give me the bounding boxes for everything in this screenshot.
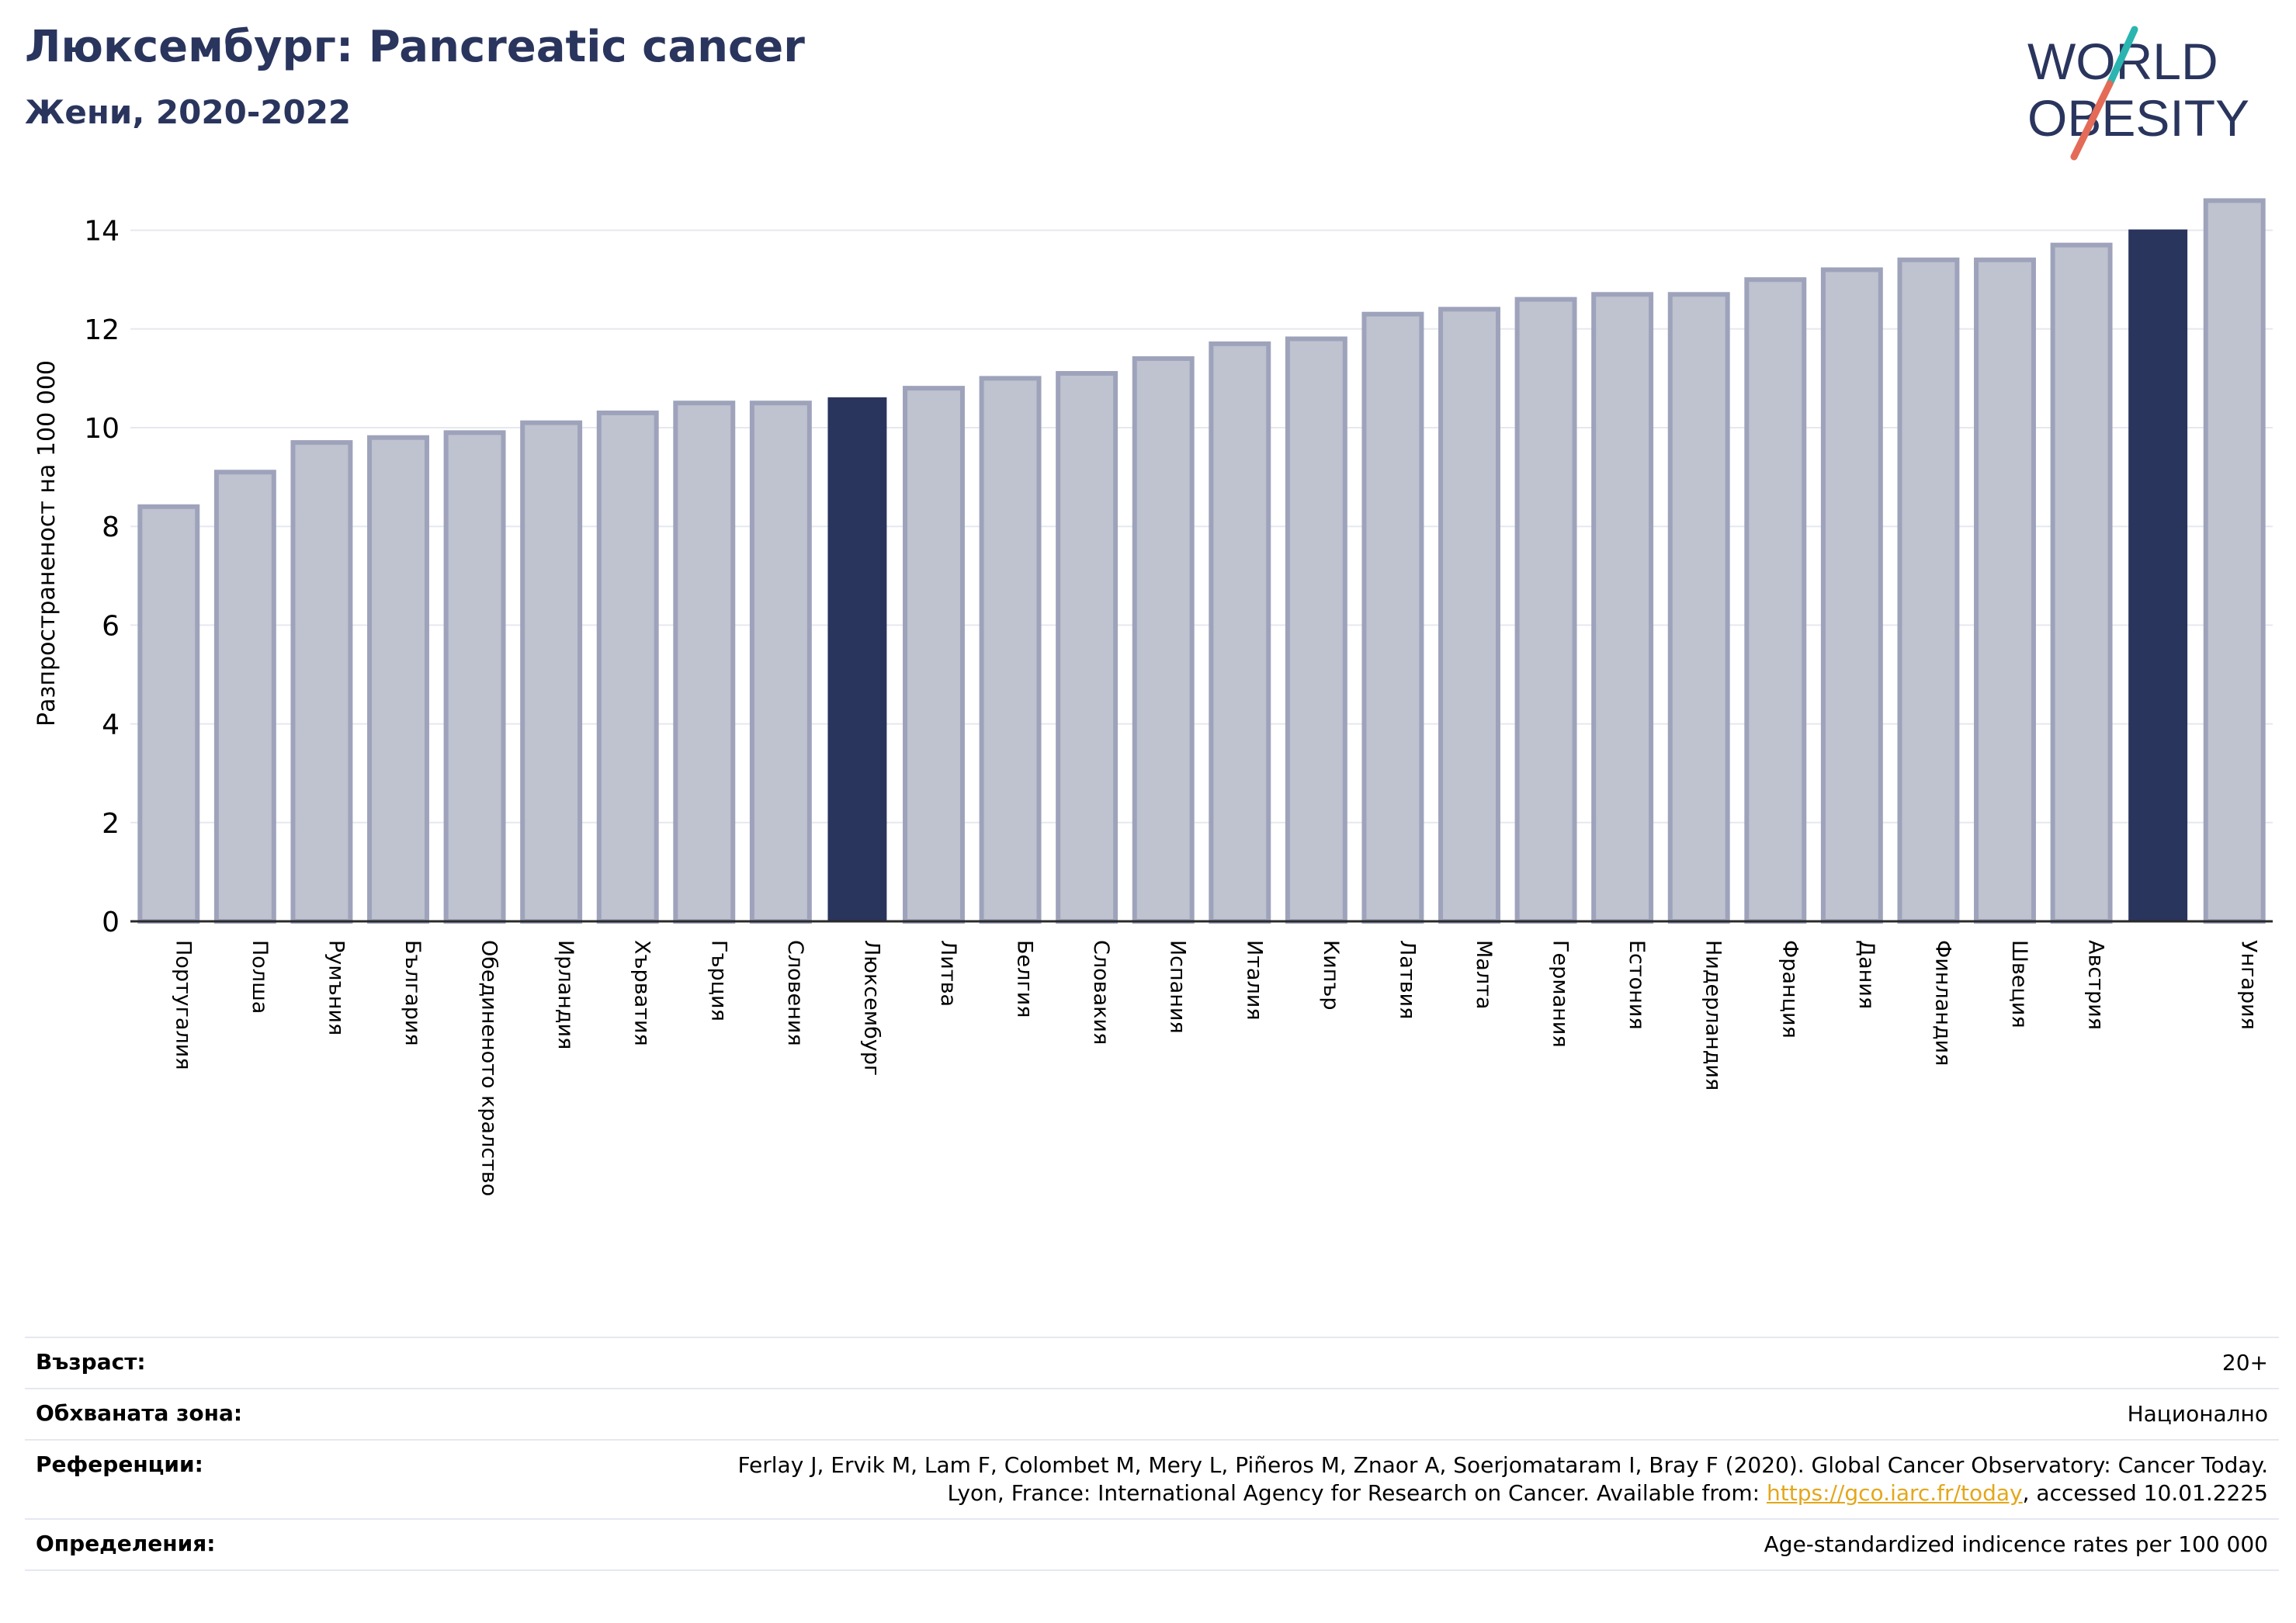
info-value: Ferlay J, Ervik M, Lam F, Colombet M, Me… <box>512 1439 2279 1520</box>
bar <box>903 386 965 924</box>
x-tick-label: Латвия <box>1395 940 1419 1019</box>
x-tick-label: Словения <box>783 940 807 1046</box>
y-tick-label: 2 <box>102 808 120 840</box>
info-value: Age-standardized indicence rates per 100… <box>512 1518 2279 1571</box>
y-tick-label: 10 <box>84 413 120 445</box>
bar <box>1897 257 1960 924</box>
bar <box>1744 277 1807 924</box>
bar <box>137 504 200 924</box>
x-tick-label: Австрия <box>2084 940 2108 1030</box>
bar <box>213 470 276 924</box>
info-row-age: Възраст: 20+ <box>25 1337 2279 1389</box>
bar <box>2203 198 2266 924</box>
x-tick-label: Португалия <box>171 940 195 1070</box>
bar <box>749 401 812 924</box>
info-table: Възраст: 20+ Обхваната зона: Национално … <box>25 1337 2279 1571</box>
info-row-references: Референции: Ferlay J, Ervik M, Lam F, Co… <box>25 1439 2279 1520</box>
bar <box>1056 371 1119 924</box>
bar <box>2050 242 2113 924</box>
x-tick-label: Гърция <box>706 940 730 1021</box>
bar <box>290 440 353 924</box>
x-tick-label: Белгия <box>1013 940 1037 1018</box>
bar <box>520 420 583 924</box>
bar <box>596 410 659 924</box>
x-tick-label: Финландия <box>1930 940 1954 1066</box>
x-tick-label: Естония <box>1625 940 1649 1030</box>
x-tick-label: Обединеното кралство <box>477 940 501 1196</box>
bar <box>979 376 1042 924</box>
x-tick-label: Люксембург <box>859 940 883 1076</box>
info-label: Определения: <box>25 1518 512 1571</box>
x-tick-label: Швеция <box>2007 940 2031 1028</box>
x-tick-label: Нидерландия <box>1701 940 1725 1091</box>
x-tick-label: Италия <box>1242 940 1266 1021</box>
logo-slash-top <box>2106 26 2138 88</box>
logo-slash-bottom <box>2070 80 2114 161</box>
info-row-definitions: Определения: Age-standardized indicence … <box>25 1518 2279 1571</box>
bar <box>443 430 506 924</box>
bar <box>1591 292 1654 924</box>
x-tick-label: Хърватия <box>630 940 654 1046</box>
y-tick-label: 12 <box>84 314 120 346</box>
x-tick-label: Ирландия <box>553 940 577 1049</box>
bar-chart: 0 2 4 6 8 10 12 14 Португалия Полша Румъния Българ… <box>33 198 2273 1196</box>
x-tick-label: Испания <box>1166 940 1190 1034</box>
info-value: Национално <box>512 1388 2279 1441</box>
bar <box>1820 267 1883 924</box>
x-tick-label: България <box>401 940 425 1046</box>
bar <box>1667 292 1730 924</box>
world-obesity-logo: WORLD OBESITY <box>2027 26 2249 161</box>
y-tick-label: 14 <box>84 216 120 248</box>
y-axis-ticks: 0 2 4 6 8 10 12 14 <box>84 216 120 938</box>
x-tick-label: Румъния <box>324 940 348 1035</box>
x-tick-label: Литва <box>936 940 960 1007</box>
x-tick-label: Полша <box>248 940 272 1014</box>
x-tick-label: Словакия <box>1089 940 1113 1045</box>
reference-link[interactable]: https://gco.iarc.fr/today <box>1767 1480 2023 1506</box>
info-label: Възраст: <box>25 1337 512 1389</box>
y-tick-label: 8 <box>102 512 120 543</box>
bar-highlighted <box>2128 229 2188 923</box>
bar <box>1361 311 1424 924</box>
chart-subtitle: Жени, 2020-2022 <box>25 93 352 131</box>
reference-line-1: Ferlay J, Ervik M, Lam F, Colombet M, Me… <box>737 1452 2268 1478</box>
bar-highlighted <box>827 397 887 922</box>
info-row-area: Обхваната зона: Национално <box>25 1388 2279 1441</box>
info-label: Обхваната зона: <box>25 1388 512 1441</box>
info-value: 20+ <box>512 1337 2279 1389</box>
y-tick-label: 4 <box>102 709 120 741</box>
bar <box>1974 257 2036 924</box>
y-axis-label: Разпространеност на 100 000 <box>33 360 61 727</box>
y-tick-label: 6 <box>102 610 120 642</box>
y-tick-label: 0 <box>102 907 120 938</box>
x-tick-label: Дания <box>1854 940 1878 1009</box>
x-tick-label: Германия <box>1549 940 1573 1048</box>
bar <box>1209 341 1271 924</box>
x-tick-label: Унгария <box>2237 940 2261 1030</box>
chart-title: Люксембург: Pancreatic cancer <box>25 22 805 72</box>
reference-line-2: Lyon, France: International Agency for R… <box>947 1480 1767 1506</box>
reference-accessed: , accessed 10.01.2225 <box>2022 1480 2268 1506</box>
x-tick-label: Кипър <box>1319 940 1343 1011</box>
logo-word-obesity: OBESITY <box>2027 89 2249 147</box>
x-tick-label: Франция <box>1777 940 1802 1039</box>
bar <box>1438 307 1500 924</box>
bar <box>367 435 429 924</box>
bar <box>1514 297 1577 924</box>
info-label: Референции: <box>25 1439 512 1520</box>
bars <box>137 198 2266 924</box>
x-axis-labels: Португалия Полша Румъния България Обединенот… <box>171 940 2260 1196</box>
x-tick-label: Малта <box>1472 940 1496 1009</box>
bar <box>673 401 736 924</box>
bar <box>1285 336 1347 924</box>
bar <box>1132 355 1195 924</box>
